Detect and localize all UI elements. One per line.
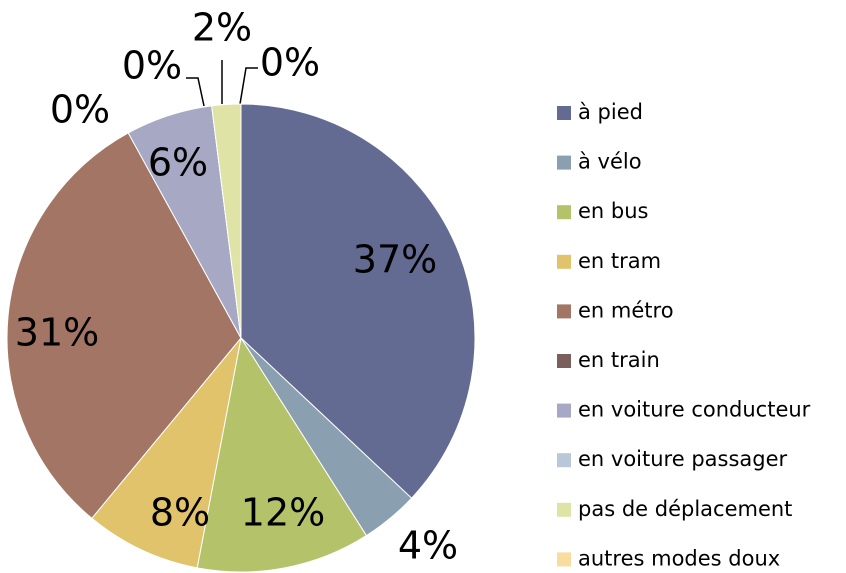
legend-label: autres modes doux [578, 546, 780, 570]
legend-swatch [557, 205, 571, 220]
legend-swatch [557, 254, 571, 269]
legend-label: en métro [578, 298, 674, 322]
data-label: 31% [15, 311, 99, 355]
legend-label: en voiture conducteur [578, 398, 811, 422]
data-label: 2% [192, 6, 252, 50]
leader-line [186, 77, 205, 107]
data-label: 0% [122, 44, 182, 88]
legend-swatch [557, 354, 571, 368]
legend-label: à pied [578, 100, 643, 124]
data-label: 12% [241, 491, 325, 535]
legend-swatch [557, 403, 571, 418]
legend-swatch [557, 453, 571, 468]
pie-slice [240, 103, 476, 499]
pie-slice [6, 132, 242, 520]
pie-slice [91, 337, 242, 569]
data-label: 37% [353, 238, 437, 282]
leader-lines [186, 60, 258, 107]
legend-swatch [557, 106, 571, 120]
data-label: 6% [148, 141, 208, 185]
legend-label: pas de déplacement [578, 497, 792, 521]
data-label: 8% [150, 491, 210, 535]
legend-swatch [557, 155, 571, 170]
legend-label: à vélo [578, 150, 642, 174]
data-label: 4% [398, 524, 458, 568]
leader-line [239, 67, 258, 105]
legend-label: en voiture passager [578, 447, 788, 471]
pie-slice [196, 336, 368, 573]
data-label: 0% [260, 41, 320, 85]
legend-swatch [557, 552, 571, 567]
legend-label: en bus [578, 199, 649, 223]
legend-swatch [557, 502, 571, 517]
legend-label: en train [578, 348, 660, 372]
legend-swatch [557, 304, 571, 319]
data-label: 0% [50, 88, 110, 132]
legend-label: en tram [578, 249, 661, 273]
